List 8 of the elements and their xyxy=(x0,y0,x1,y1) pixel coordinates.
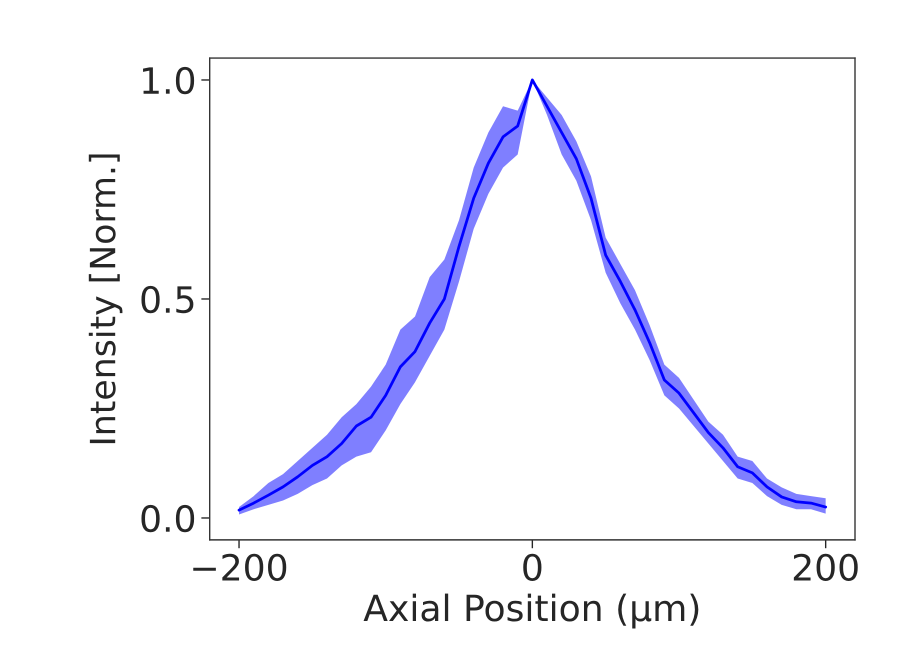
y-tick-label: 0.0 xyxy=(141,504,194,532)
x-axis-title: Axial Position (µm) xyxy=(364,594,698,629)
y-tick-label: 0.5 xyxy=(141,286,194,314)
y-tick-label: 1.0 xyxy=(143,66,194,94)
x-tick-label: −200 xyxy=(193,554,286,582)
y-axis-title: Intensity [Norm.] xyxy=(88,154,122,444)
x-tick-label: 0 xyxy=(523,554,542,582)
x-tick-label: 200 xyxy=(794,554,858,582)
